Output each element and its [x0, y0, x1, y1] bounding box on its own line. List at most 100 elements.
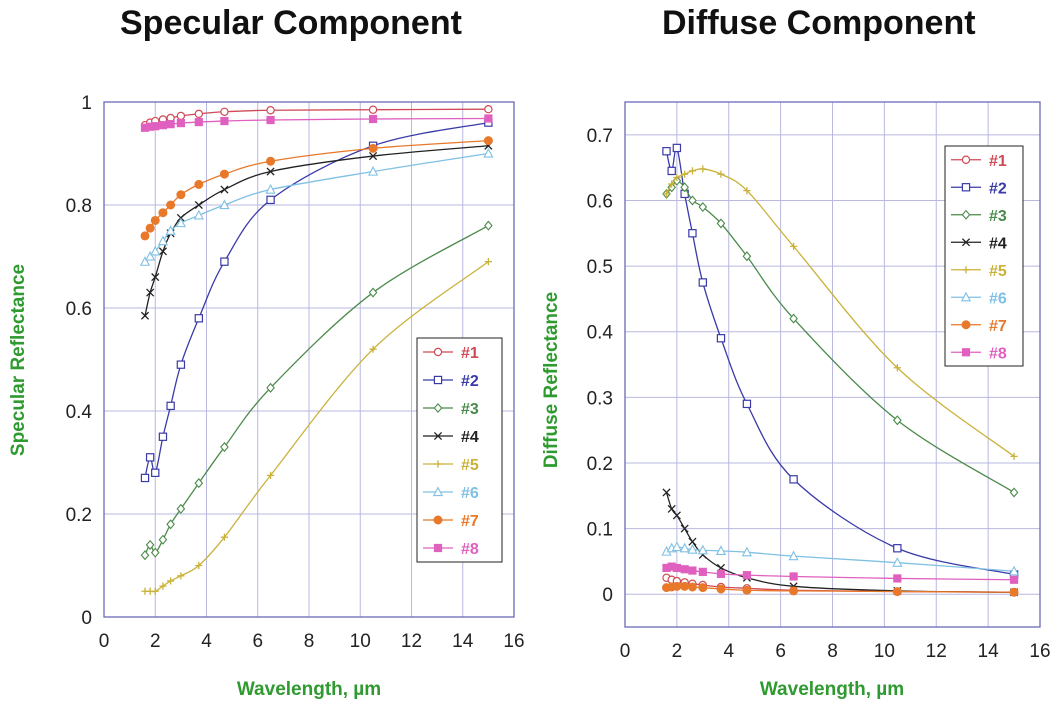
- diffuse-data-point: [892, 587, 902, 597]
- specular-data-point: [266, 115, 275, 125]
- diffuse-series-8: [662, 562, 1019, 584]
- diffuse-x-axis-label: Wavelength, µm: [760, 679, 904, 700]
- diffuse-legend-marker: [961, 155, 971, 164]
- specular-legend-label: #1: [461, 345, 479, 362]
- specular-data-point: [194, 109, 204, 119]
- specular-y-tick-label: 0.8: [66, 196, 92, 217]
- diffuse-data-point: [688, 566, 697, 575]
- diffuse-data-point: [1010, 452, 1018, 460]
- specular-data-point: [219, 199, 230, 210]
- specular-legend-marker: [433, 375, 443, 385]
- diffuse-legend: #1 #2 #3 #4 #5 #6 #7 #8: [944, 145, 1024, 367]
- diffuse-data-point: [1008, 565, 1020, 576]
- specular-y-axis-label: Specular Reflectance: [8, 264, 29, 456]
- diffuse-data-point: [662, 190, 671, 198]
- specular-data-point: [266, 167, 275, 176]
- diffuse-data-point: [680, 565, 689, 574]
- diffuse-data-point: [680, 182, 689, 193]
- diffuse-series-5: [662, 165, 1018, 460]
- specular-series-3: [140, 220, 493, 561]
- specular-legend-label: #4: [461, 429, 479, 446]
- specular-data-point: [145, 453, 155, 462]
- diffuse-data-point: [716, 218, 726, 229]
- specular-y-tick-label: 0: [81, 608, 92, 629]
- diffuse-data-point: [716, 584, 726, 594]
- specular-data-point: [158, 432, 168, 441]
- specular-x-tick-label: 4: [201, 631, 212, 652]
- diffuse-data-point: [673, 173, 681, 182]
- diffuse-data-point: [742, 251, 752, 262]
- diffuse-data-point: [742, 399, 752, 409]
- specular-data-point: [145, 250, 156, 261]
- diffuse-data-point: [1009, 587, 1019, 597]
- diffuse-legend-label: #2: [989, 180, 1007, 197]
- specular-data-point: [220, 107, 229, 116]
- specular-x-tick-label: 6: [252, 631, 263, 652]
- specular-data-point: [369, 152, 378, 161]
- specular-data-point: [158, 247, 167, 256]
- specular-data-point: [195, 561, 203, 570]
- specular-data-point: [194, 179, 204, 189]
- diffuse-data-point: [789, 586, 799, 596]
- diffuse-data-point: [698, 278, 708, 287]
- specular-data-point: [483, 147, 494, 158]
- specular-data-point: [167, 577, 175, 585]
- specular-data-point: [150, 215, 160, 225]
- diffuse-data-point: [742, 585, 752, 595]
- diffuse-legend-marker: [960, 291, 972, 302]
- specular-data-point: [151, 468, 160, 478]
- specular-x-tick-label: 2: [150, 631, 161, 652]
- specular-data-point: [151, 587, 159, 595]
- specular-data-point: [157, 235, 169, 246]
- specular-x-tick-label: 8: [304, 631, 315, 652]
- specular-legend-label: #5: [461, 457, 479, 474]
- diffuse-plot-frame: [624, 101, 1041, 628]
- diffuse-data-point: [789, 475, 798, 484]
- specular-legend-marker: [433, 515, 443, 525]
- specular-series-8: [140, 114, 493, 132]
- specular-data-point: [158, 208, 168, 218]
- diffuse-data-point: [688, 167, 697, 175]
- diffuse-legend-marker: [961, 183, 971, 192]
- specular-series-5: [141, 258, 492, 595]
- specular-data-point: [220, 185, 229, 194]
- diffuse-data-point: [662, 488, 671, 497]
- diffuse-x-tick-label: 10: [874, 641, 895, 662]
- specular-data-point: [175, 217, 186, 228]
- specular-data-point: [220, 442, 229, 453]
- specular-data-point: [194, 117, 203, 127]
- diffuse-y-tick-label: 0.4: [587, 323, 614, 344]
- specular-data-point: [220, 116, 229, 126]
- diffuse-data-point: [789, 313, 798, 324]
- diffuse-series-6: [661, 541, 1020, 576]
- specular-data-point: [483, 136, 493, 146]
- specular-series-7: [140, 136, 493, 241]
- specular-data-point: [177, 572, 185, 580]
- diffuse-data-point: [698, 567, 707, 576]
- specular-x-tick-label: 12: [401, 631, 422, 652]
- specular-data-point: [266, 382, 275, 393]
- diffuse-data-point: [672, 511, 681, 520]
- diffuse-legend-label: #8: [989, 345, 1007, 362]
- diffuse-y-axis-label: Diffuse Reflectance: [541, 292, 562, 468]
- specular-plot-frame: [103, 101, 515, 618]
- diffuse-legend-marker: [961, 238, 971, 247]
- diffuse-data-point: [893, 415, 902, 426]
- specular-chart: 0 2 4 6 8 10 12 14 16 0 0.2 0.4 0.6 0.8 1 Wavelength, µ…: [8, 93, 525, 700]
- diffuse-data-point: [687, 582, 697, 592]
- specular-data-point: [266, 195, 275, 205]
- specular-data-point: [165, 225, 176, 235]
- diffuse-y-tick-label: 0.3: [587, 388, 613, 409]
- diffuse-legend-marker: [961, 209, 971, 220]
- diffuse-data-point: [671, 541, 682, 552]
- diffuse-data-point: [667, 504, 676, 513]
- specular-data-point: [166, 401, 175, 411]
- diffuse-data-point: [667, 166, 676, 176]
- specular-x-tick-label: 0: [99, 631, 110, 652]
- specular-data-point: [484, 114, 493, 123]
- diffuse-data-point: [893, 574, 902, 583]
- specular-series-2: [140, 118, 493, 483]
- diffuse-data-point: [681, 170, 689, 178]
- diffuse-data-point: [715, 545, 727, 556]
